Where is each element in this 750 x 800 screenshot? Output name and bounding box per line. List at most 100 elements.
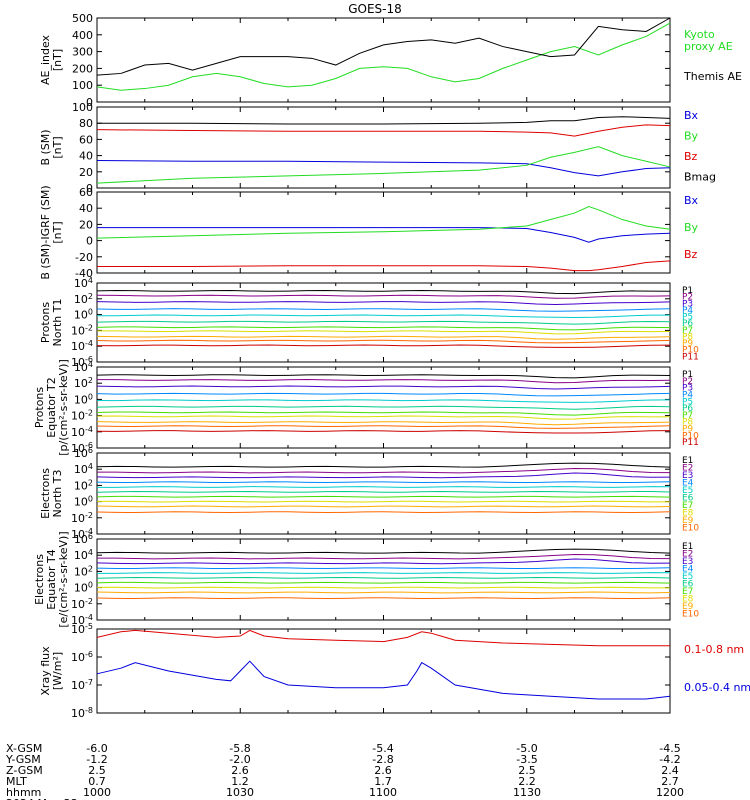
y-tick-label: 10-4 — [71, 339, 93, 353]
x-row-value: 2.5 — [88, 764, 106, 777]
x-row-value: -4.5 — [659, 742, 680, 755]
channel-line-p5 — [96, 399, 671, 403]
channel-line-e3 — [96, 472, 671, 479]
legend-label: Themis AE — [683, 70, 742, 83]
y-tick-label: 100 — [74, 581, 93, 595]
y-tick-label: 0 — [86, 182, 93, 195]
channel-label: P2 — [682, 293, 693, 303]
channel-label: P3 — [682, 299, 693, 309]
x-row-value: -2.0 — [229, 753, 250, 766]
y-tick-label: 60 — [79, 133, 93, 146]
y-axis-label: B (SM)[nT] — [39, 129, 64, 165]
y-tick-label: 500 — [72, 12, 93, 25]
channel-label: P10 — [682, 346, 699, 356]
y-axis-label: ElectronsEquator T4[e/(cm²-s-sr-keV)] — [33, 531, 70, 627]
channel-label: P1 — [682, 370, 693, 380]
x-row-value: -5.8 — [229, 742, 250, 755]
y-tick-label: 10-6 — [71, 650, 93, 664]
x-row-value: 1130 — [513, 786, 541, 799]
channel-label: E7 — [682, 587, 693, 597]
y-tick-label: 100 — [74, 308, 93, 322]
y-tick-label: 0 — [86, 96, 93, 109]
y-tick-label: 104 — [74, 360, 93, 374]
legend-label: Bx — [684, 109, 699, 122]
channel-line-e6 — [96, 490, 671, 493]
y-tick-label: 10-7 — [71, 678, 93, 692]
channel-line-p9 — [96, 421, 671, 426]
panel-frame — [96, 452, 671, 535]
channel-label: E9 — [682, 516, 694, 526]
legend-label: Bz — [684, 150, 698, 163]
channel-line-p11 — [96, 430, 671, 434]
channel-label: E1 — [682, 456, 693, 466]
channel-label: E2 — [682, 464, 693, 474]
channel-line-e10 — [96, 511, 671, 514]
channel-line-p3 — [96, 301, 671, 305]
channel-label: E4 — [682, 565, 694, 575]
channel-label: E8 — [682, 509, 694, 519]
x-row-value: 1200 — [656, 786, 684, 799]
legend-label: Bz — [684, 248, 698, 261]
y-tick-label: 10-4 — [71, 527, 93, 541]
y-tick-label: 104 — [74, 462, 93, 476]
channel-line-p11 — [96, 344, 671, 348]
panel-frame — [96, 538, 671, 621]
y-tick-label: 10-2 — [71, 511, 93, 525]
y-tick-label: 10-2 — [71, 323, 93, 337]
y-tick-label: 102 — [74, 292, 93, 306]
channel-line-e9 — [96, 505, 671, 508]
channel-line-p7 — [96, 411, 671, 416]
y-axis-label: Xray flux[W/m²] — [39, 646, 64, 696]
y-tick-label: -40 — [75, 267, 93, 280]
y-tick-label: 102 — [74, 564, 93, 578]
y-tick-label: 200 — [72, 62, 93, 75]
channel-line-e1 — [96, 548, 671, 554]
channel-line-e8 — [96, 500, 671, 503]
channel-label: E6 — [682, 580, 694, 590]
channel-line-e2 — [96, 554, 671, 560]
x-row-value: -6.0 — [86, 742, 107, 755]
channel-line-p10 — [96, 339, 671, 344]
x-row-value: 1.7 — [374, 775, 392, 788]
channel-line-p9 — [96, 335, 671, 340]
y-tick-label: 10-2 — [71, 409, 93, 423]
x-row-value: -2.8 — [372, 753, 393, 766]
x-row-value: 1000 — [83, 786, 111, 799]
x-row-name: Y-GSM — [5, 753, 41, 766]
channel-label: P2 — [682, 377, 693, 387]
series-line-0-05-0-4-nm — [96, 660, 671, 700]
channel-label: E5 — [682, 486, 693, 496]
y-axis-label: ElectronsNorth T3 — [39, 468, 64, 519]
channel-label: E5 — [682, 572, 693, 582]
channel-label: P4 — [682, 390, 693, 400]
series-line-bx — [96, 159, 671, 177]
series-line-bz — [96, 124, 671, 137]
channel-line-e10 — [96, 597, 671, 600]
y-tick-label: 10-6 — [71, 441, 93, 455]
channel-line-p6 — [96, 405, 671, 410]
channel-line-p1 — [96, 374, 671, 379]
channel-line-e6 — [96, 576, 671, 579]
y-tick-label: 102 — [74, 376, 93, 390]
channel-label: E6 — [682, 494, 694, 504]
x-row-value: 2.2 — [518, 775, 536, 788]
channel-label: P5 — [682, 313, 693, 323]
channel-label: P7 — [682, 326, 693, 336]
y-tick-label: 104 — [74, 548, 93, 562]
legend-label: 0.05-0.4 nm — [684, 681, 750, 694]
y-axis-label: ProtonsNorth T1 — [39, 299, 64, 347]
channel-line-p4 — [96, 392, 671, 397]
channel-label: P6 — [682, 319, 693, 329]
y-tick-label: 100 — [72, 101, 93, 114]
y-tick-label: 20 — [79, 218, 93, 231]
channel-label: E9 — [682, 602, 694, 612]
x-row-value: 2.6 — [374, 764, 392, 777]
series-line-by — [96, 206, 671, 239]
channel-label: E7 — [682, 501, 693, 511]
channel-line-e4 — [96, 567, 671, 570]
x-row-name: hhmm — [6, 786, 41, 799]
y-tick-label: 10-2 — [71, 597, 93, 611]
y-tick-label: 300 — [72, 46, 93, 59]
